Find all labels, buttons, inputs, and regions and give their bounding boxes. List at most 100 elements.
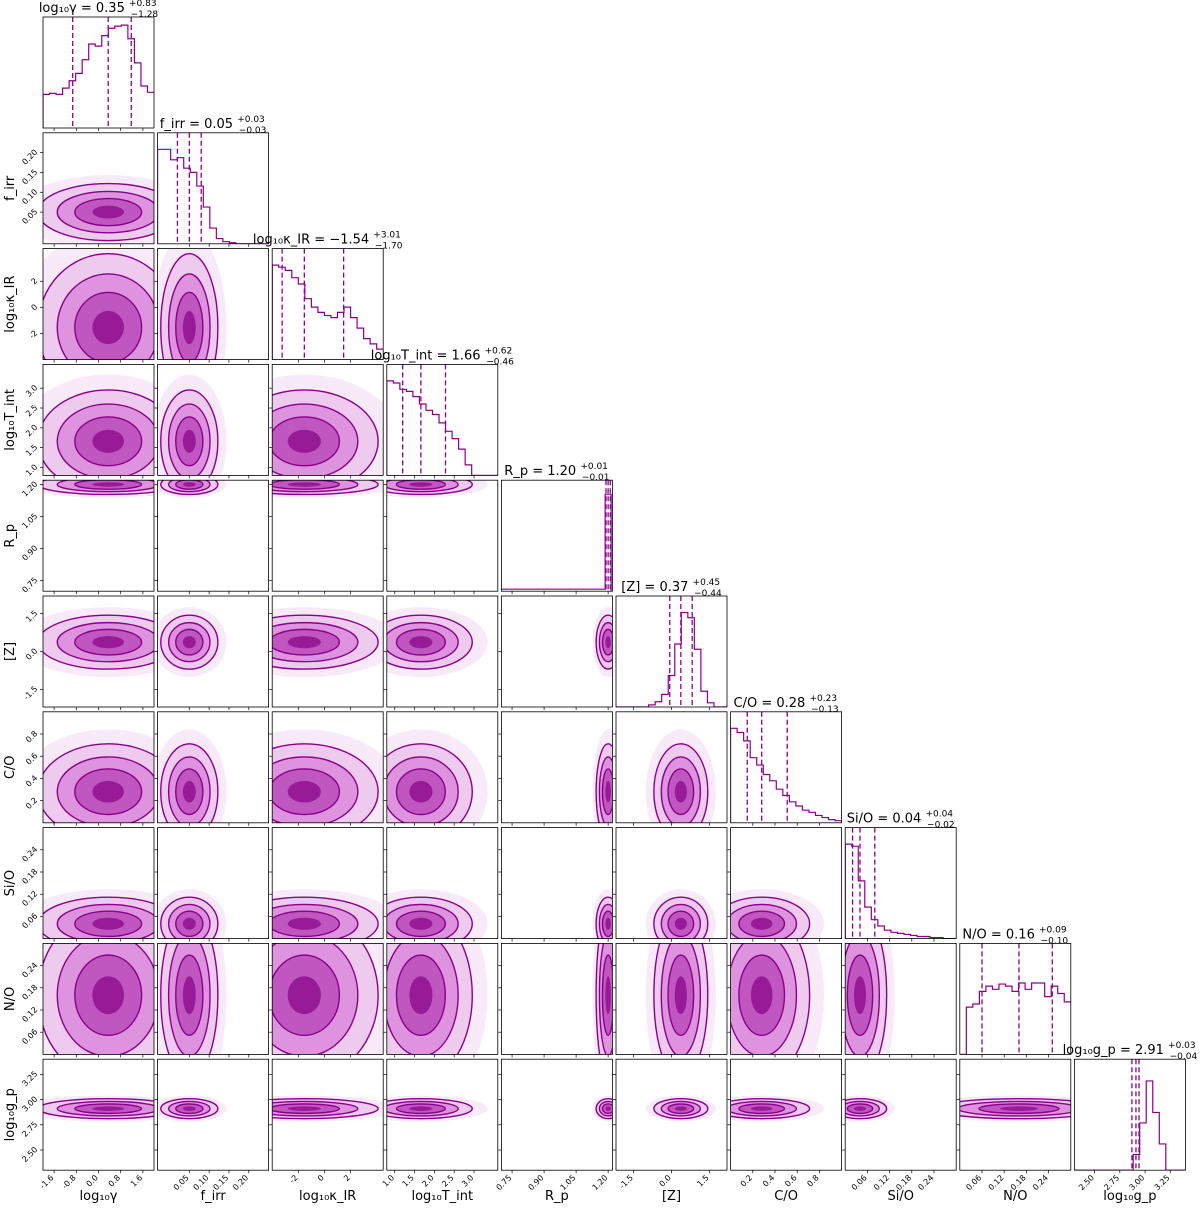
contour-line bbox=[160, 943, 219, 1055]
x-tick-label: 1.20 bbox=[591, 1173, 610, 1192]
contour-line bbox=[56, 403, 154, 476]
contour-line bbox=[43, 1097, 154, 1120]
density-level bbox=[287, 636, 321, 649]
y-tick-label: 0.15 bbox=[20, 167, 39, 186]
hist-panel-C_O: C/O = 0.28 +0.23 −0.13 bbox=[730, 694, 842, 826]
x-axis-label-log10_gamma: log₁₀γ bbox=[80, 1189, 118, 1204]
x-tick-label: 0.24 bbox=[916, 1173, 935, 1192]
contour-line bbox=[653, 743, 709, 823]
x-tick-label: 0.4 bbox=[761, 1173, 776, 1188]
contour-panel-log10_T_int-Z bbox=[383, 595, 499, 710]
contour-panel-R_p-N_O bbox=[498, 943, 613, 1058]
density-level bbox=[92, 482, 125, 487]
contour-line bbox=[730, 903, 798, 939]
panel-frame bbox=[386, 363, 499, 476]
panel-frame bbox=[157, 711, 270, 824]
contour-panel-f_irr-Z bbox=[154, 595, 270, 710]
panel-title: R_p = 1.20 +0.01 −0.01 bbox=[504, 462, 609, 483]
density-level bbox=[92, 976, 125, 1015]
panel-frame bbox=[386, 943, 499, 1055]
panel-title: Si/O = 0.04 +0.04 −0.02 bbox=[847, 810, 955, 831]
y-tick-label: 1.05 bbox=[20, 512, 39, 531]
x-tick-label: 0.75 bbox=[495, 1173, 514, 1192]
y-tick-label: 3.0 bbox=[24, 383, 39, 398]
panel-frame bbox=[500, 943, 613, 1055]
y-tick-label: 0.06 bbox=[20, 1027, 39, 1046]
y-tick-label: 3.00 bbox=[20, 1095, 39, 1114]
contour-line bbox=[43, 743, 154, 823]
density-level bbox=[182, 429, 196, 453]
title-minus: −0.44 bbox=[694, 589, 722, 599]
panel-frame bbox=[271, 711, 384, 824]
hist-panel-N_O: N/O = 0.16 +0.09 −0.10 bbox=[959, 925, 1072, 1058]
y-tick-label: 0.24 bbox=[20, 961, 39, 980]
contour-line bbox=[653, 896, 709, 939]
contour-panel-log10_kappa_IR-C_O bbox=[269, 711, 384, 826]
x-tick-label: 0.06 bbox=[850, 1173, 869, 1192]
panel-title: [Z] = 0.37 +0.45 −0.44 bbox=[621, 578, 722, 599]
contour-line bbox=[601, 768, 613, 816]
title-minus: −0.02 bbox=[927, 821, 955, 831]
contour-line bbox=[56, 190, 154, 234]
x-axis-label-Z: [Z] bbox=[662, 1189, 681, 1204]
title-minus: −0.03 bbox=[239, 126, 267, 136]
contour-line bbox=[730, 1100, 798, 1117]
contour-line bbox=[598, 903, 613, 939]
contour-line bbox=[43, 252, 154, 360]
contour-line bbox=[272, 614, 379, 670]
y-tick-label: 0.20 bbox=[20, 148, 39, 167]
density-level bbox=[182, 976, 196, 1015]
y-tick-label: 0.6 bbox=[24, 751, 39, 766]
panel-frame bbox=[157, 248, 270, 361]
y-tick-label: 3.25 bbox=[20, 1069, 39, 1088]
contour-line bbox=[272, 416, 341, 467]
density-level bbox=[605, 636, 611, 649]
contour-line bbox=[667, 954, 695, 1036]
contour-line bbox=[167, 943, 211, 1055]
y-axis-label-f_irr: f_irr bbox=[3, 175, 18, 201]
contour-line bbox=[272, 1100, 359, 1117]
contour-line bbox=[56, 1100, 154, 1117]
density-level bbox=[92, 310, 125, 345]
x-axis-label-Si_O: Si/O bbox=[887, 1189, 913, 1204]
y-tick-label: 0.2 bbox=[24, 796, 39, 811]
contour-line bbox=[598, 756, 613, 823]
contour-panel-log10_gamma-log10_kappa_IR: -2 0 2 bbox=[27, 248, 155, 363]
y-axis-label-R_p: R_p bbox=[3, 524, 18, 548]
density-level bbox=[287, 917, 321, 930]
contour-line bbox=[175, 768, 204, 816]
contour-line bbox=[160, 743, 219, 823]
panel-frame bbox=[386, 479, 499, 592]
contour-line bbox=[175, 291, 204, 360]
x-tick-label: 1.0 bbox=[381, 1173, 396, 1188]
contour-panel-log10_gamma-log10_g_p: -1.6 -0.8 0.0 0.8 1.6 2.50 2.75 3.00 3.25 bbox=[20, 1058, 155, 1191]
panel-frame bbox=[157, 363, 270, 476]
density-level bbox=[605, 780, 611, 803]
contour-line bbox=[272, 389, 379, 476]
density-level bbox=[750, 976, 773, 1015]
contour-line bbox=[959, 1097, 1071, 1120]
hist-step bbox=[845, 843, 957, 939]
x-tick-label: -1.6 bbox=[38, 1173, 55, 1190]
density-level bbox=[605, 917, 611, 930]
contour-line bbox=[959, 1100, 1071, 1117]
y-tick-label: 1.20 bbox=[20, 480, 39, 499]
y-tick-label: 0.75 bbox=[20, 576, 39, 595]
panel-frame bbox=[157, 1058, 270, 1171]
y-tick-label: 2.75 bbox=[20, 1120, 39, 1139]
contour-line bbox=[43, 896, 154, 939]
contour-line bbox=[74, 1103, 143, 1115]
title-minus: −1.70 bbox=[375, 242, 403, 252]
hist-panel-log10_kappa_IR: log₁₀κ_IR = −1.54 +3.01 −1.70 bbox=[253, 231, 403, 363]
y-tick-label: 1.5 bbox=[24, 443, 39, 458]
density-level bbox=[854, 1106, 866, 1111]
contour-panel-C_O-Si_O bbox=[727, 827, 842, 942]
contour-line bbox=[74, 416, 143, 467]
contour-line bbox=[167, 273, 211, 360]
y-tick-label: 2.0 bbox=[24, 423, 39, 438]
contour-line bbox=[74, 291, 143, 360]
density-level bbox=[409, 917, 433, 930]
contour-panel-f_irr-log10_T_int bbox=[154, 363, 270, 479]
y-axis-label-log10_kappa_IR: log₁₀κ_IR bbox=[3, 275, 18, 332]
contour-panel-log10_T_int-C_O bbox=[383, 711, 499, 826]
